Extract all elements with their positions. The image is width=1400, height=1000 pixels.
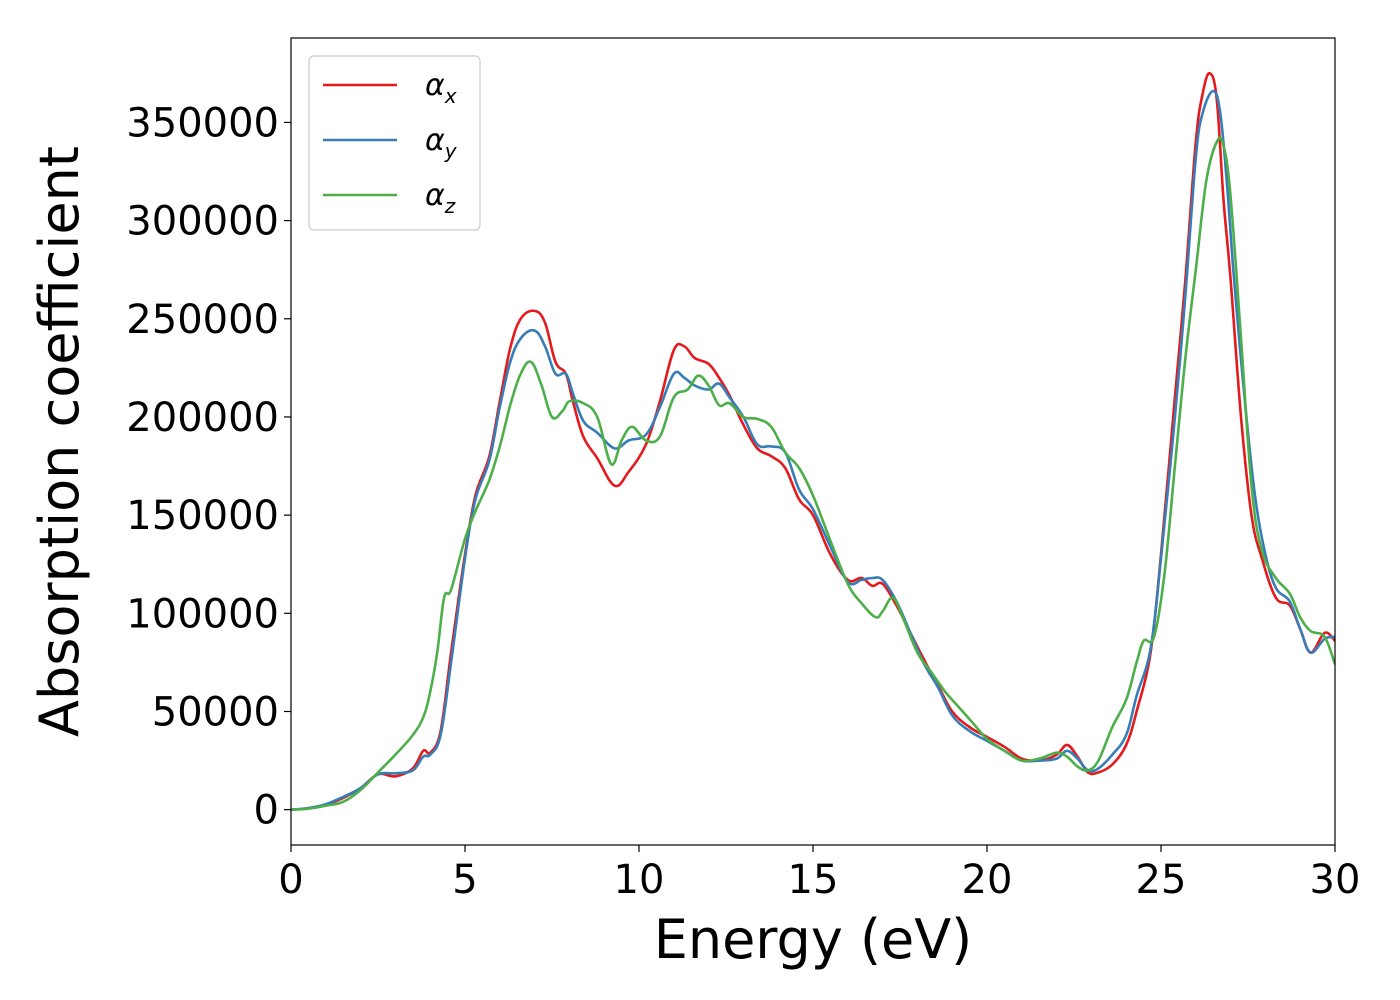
y-tick-label: 350000 — [126, 100, 279, 146]
y-tick-label: 300000 — [126, 199, 279, 245]
y-tick-label: 0 — [254, 788, 279, 834]
y-axis-title: Absorption coefficient — [28, 146, 91, 737]
y-tick-label: 250000 — [126, 297, 279, 343]
x-tick-label: 15 — [788, 857, 839, 903]
x-tick-label: 5 — [452, 857, 477, 903]
x-tick-label: 0 — [278, 857, 303, 903]
y-tick-label: 200000 — [126, 395, 279, 441]
y-tick-label: 150000 — [126, 493, 279, 539]
series-layer — [291, 71, 1335, 811]
legend-frame — [308, 55, 481, 231]
x-tick-label: 30 — [1310, 857, 1361, 903]
x-axis-title: Energy (eV) — [654, 908, 973, 971]
series-line-z — [291, 136, 1335, 811]
y-tick-label: 100000 — [126, 591, 279, 637]
x-tick-label: 10 — [614, 857, 665, 903]
legend-label-x: αx — [425, 68, 457, 108]
legend-label-y: αy — [425, 123, 458, 163]
y-tick-label: 50000 — [152, 689, 279, 735]
x-axis: 0 5 10 15 20 25 30 — [278, 845, 1360, 903]
legend-label-z: αz — [425, 178, 456, 218]
x-tick-label: 25 — [1136, 857, 1187, 903]
y-axis: 0 50000 100000 150000 200000 250000 300000 3500… — [126, 100, 291, 834]
x-tick-label: 20 — [962, 857, 1013, 903]
legend: αx αy αz — [308, 55, 481, 231]
